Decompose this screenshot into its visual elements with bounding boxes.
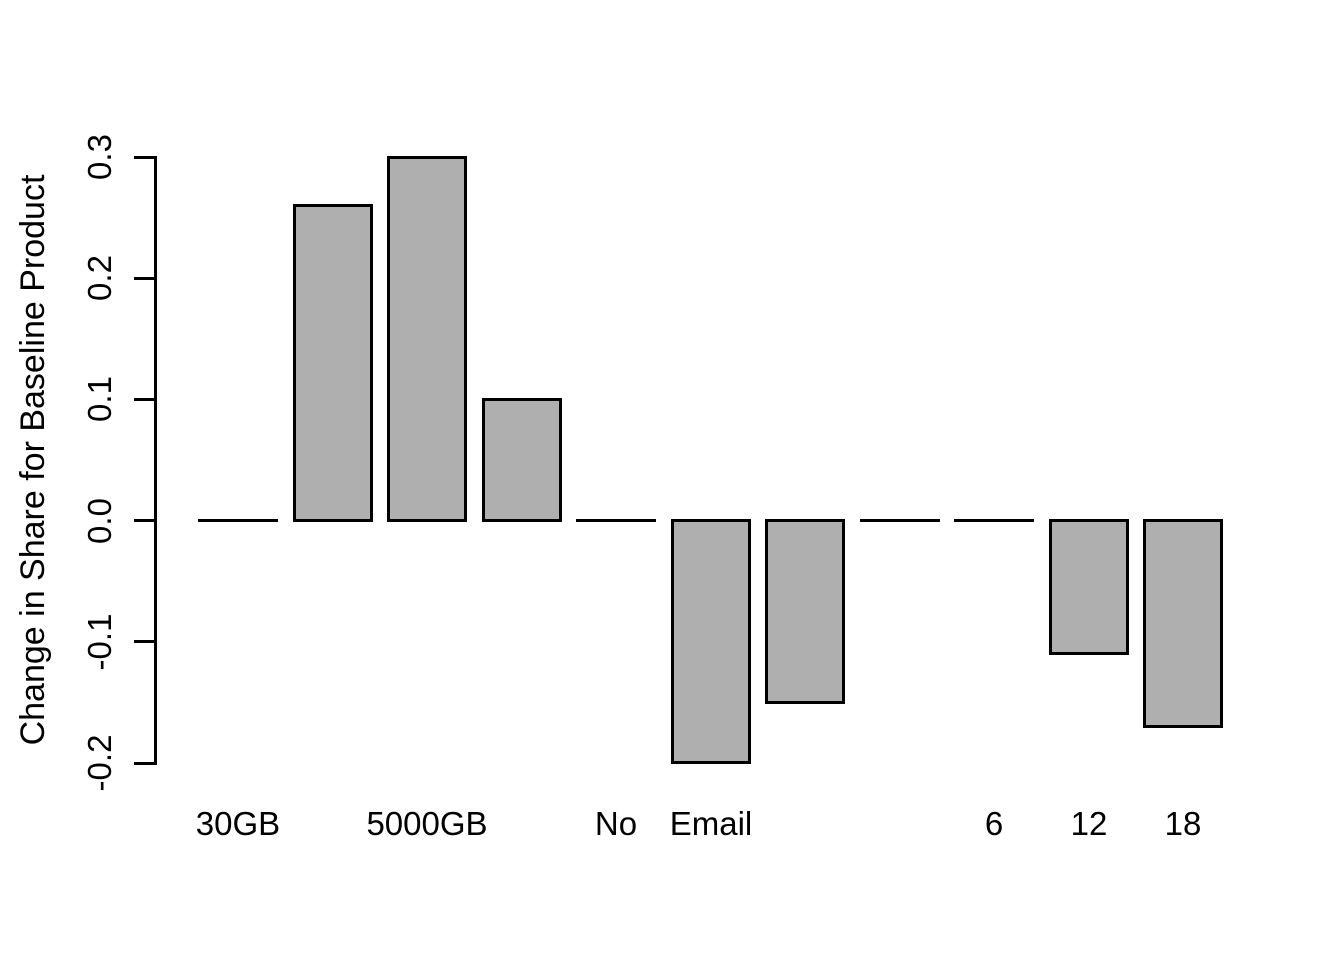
x-axis-label: Email [669,805,753,842]
y-axis-tick [134,276,154,280]
x-axis-label: No [594,805,638,842]
bar [387,155,467,523]
y-axis-tick-label: -0.1 [81,613,118,671]
x-axis-label: 18 [1164,805,1202,842]
y-axis-tick-label: -0.2 [81,734,118,792]
bar [671,519,751,765]
bar [1049,519,1129,656]
x-axis-label: 12 [1070,805,1108,842]
y-axis-tick [134,640,154,644]
y-axis-tick-label: 0.1 [81,376,118,423]
bar [1143,519,1223,729]
y-axis-tick [134,155,154,159]
y-axis-line [154,155,157,765]
zero-height-bar [576,519,656,523]
zero-height-bar [954,519,1034,523]
y-axis-tick-label: 0.2 [81,255,118,302]
y-axis-title: Change in Share for Baseline Product [14,174,52,746]
y-axis-tick [134,519,154,523]
x-axis-label: 6 [984,805,1004,842]
bar [765,519,845,704]
zero-height-bar [198,519,278,523]
y-axis-tick-label: 0.3 [81,134,118,180]
zero-height-bar [860,519,940,523]
y-axis-tick [134,761,154,765]
y-axis-tick-label: 0.0 [81,497,118,544]
bar [293,203,373,523]
y-axis-tick [134,397,154,401]
x-axis-label: 5000GB [366,805,488,842]
x-axis-label: 30GB [195,805,281,842]
bar [482,397,562,523]
